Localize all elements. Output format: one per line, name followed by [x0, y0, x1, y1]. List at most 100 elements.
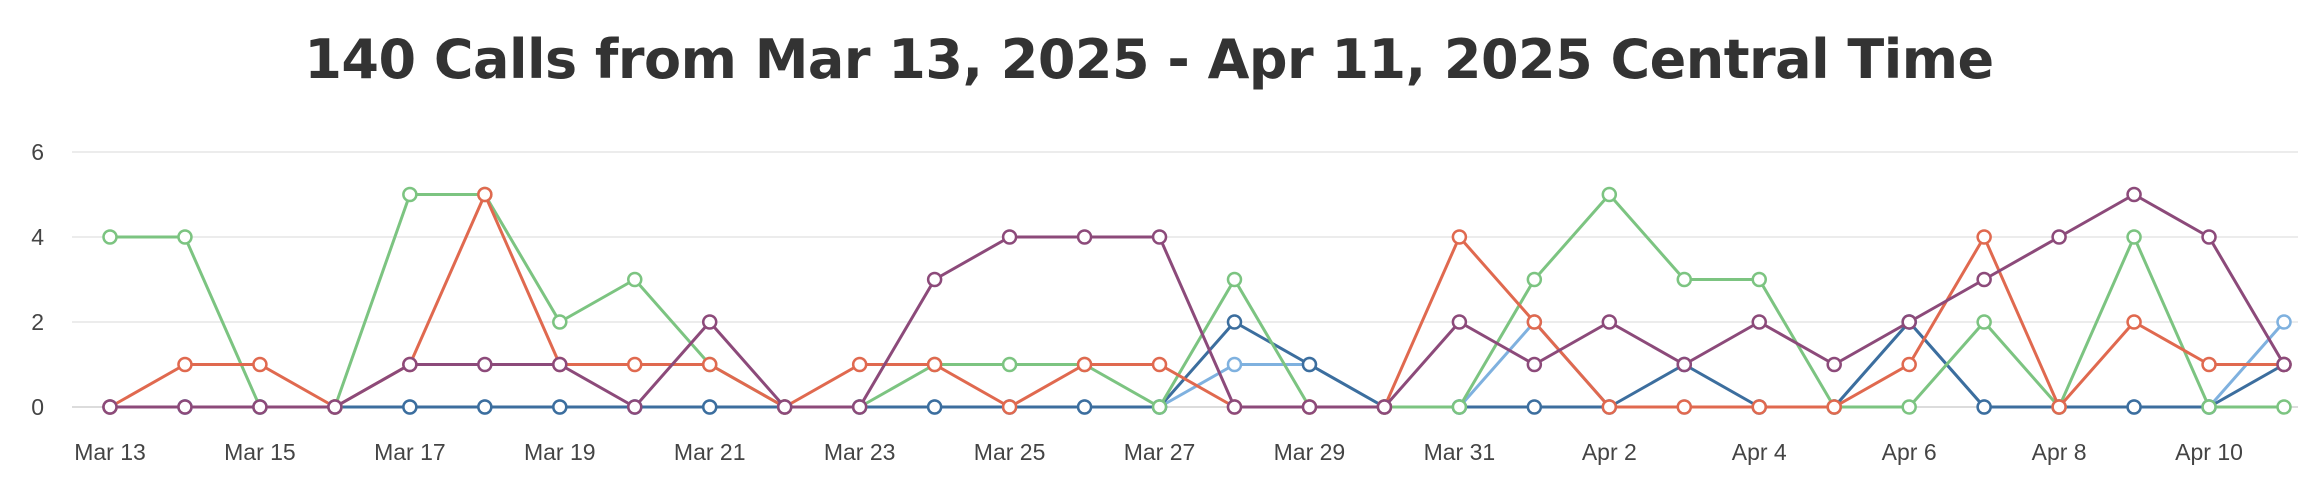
data-point[interactable] — [1526, 399, 1543, 415]
data-point[interactable] — [252, 356, 268, 373]
data-point[interactable] — [1901, 356, 1917, 373]
data-point[interactable] — [252, 399, 268, 415]
data-point[interactable] — [477, 186, 493, 203]
x-tick-label: Mar 29 — [1274, 439, 1346, 465]
data-point[interactable] — [1376, 399, 1393, 415]
data-point[interactable] — [327, 399, 343, 415]
data-point[interactable] — [1901, 399, 1917, 415]
x-tick-label: Mar 15 — [224, 439, 296, 465]
data-point[interactable] — [926, 356, 943, 373]
x-tick-label: Mar 21 — [674, 439, 746, 465]
data-point[interactable] — [102, 229, 118, 245]
y-tick-label: 6 — [31, 139, 44, 165]
data-point[interactable] — [1751, 399, 1767, 415]
data-point[interactable] — [1601, 314, 1618, 330]
data-point[interactable] — [552, 356, 568, 373]
data-point[interactable] — [627, 356, 643, 373]
data-point[interactable] — [1526, 314, 1543, 330]
data-point[interactable] — [851, 399, 868, 415]
data-point[interactable] — [177, 229, 193, 245]
data-point[interactable] — [2126, 399, 2142, 415]
data-point[interactable] — [1676, 356, 1693, 373]
data-point[interactable] — [627, 271, 643, 288]
data-point[interactable] — [1601, 186, 1618, 203]
data-point[interactable] — [1451, 229, 1468, 245]
data-point[interactable] — [1826, 399, 1842, 415]
data-point[interactable] — [102, 399, 118, 415]
x-axis: Mar 13 Mar 15 Mar 17 Mar 19 Mar 21 Mar 23 Mar … — [74, 439, 2243, 465]
data-point[interactable] — [2276, 399, 2292, 415]
data-point[interactable] — [1226, 356, 1243, 373]
data-point[interactable] — [1301, 356, 1318, 373]
data-point[interactable] — [1301, 399, 1318, 415]
data-point[interactable] — [1226, 271, 1243, 288]
series-line — [110, 193, 2286, 409]
data-point[interactable] — [851, 356, 868, 373]
data-point[interactable] — [701, 399, 718, 415]
data-point[interactable] — [2201, 399, 2217, 415]
x-tick-label: Mar 17 — [374, 439, 446, 465]
series — [102, 186, 2292, 415]
x-tick-label: Mar 23 — [824, 439, 896, 465]
data-point[interactable] — [477, 356, 493, 373]
data-point[interactable] — [2051, 399, 2067, 415]
data-point[interactable] — [1001, 229, 1018, 245]
data-point[interactable] — [1151, 356, 1168, 373]
data-point[interactable] — [2126, 229, 2142, 245]
data-point[interactable] — [2276, 356, 2292, 373]
data-point[interactable] — [1076, 229, 1093, 245]
data-point[interactable] — [1226, 314, 1243, 330]
data-point[interactable] — [402, 399, 418, 415]
data-point[interactable] — [926, 399, 943, 415]
data-point[interactable] — [2126, 314, 2142, 330]
data-point[interactable] — [402, 356, 418, 373]
data-point[interactable] — [1451, 314, 1468, 330]
data-point[interactable] — [402, 186, 418, 203]
data-point[interactable] — [1901, 314, 1917, 330]
x-tick-label: Apr 8 — [2032, 439, 2087, 465]
data-point[interactable] — [1151, 399, 1168, 415]
data-point[interactable] — [1976, 399, 1992, 415]
data-point[interactable] — [1451, 399, 1468, 415]
data-point[interactable] — [2276, 314, 2292, 330]
data-point[interactable] — [552, 399, 568, 415]
data-point[interactable] — [552, 314, 568, 330]
data-point[interactable] — [1226, 399, 1243, 415]
data-point[interactable] — [2201, 356, 2217, 373]
data-point[interactable] — [1076, 356, 1093, 373]
data-point[interactable] — [1976, 314, 1992, 330]
data-point[interactable] — [926, 271, 943, 288]
y-axis: 0 2 4 6 — [31, 139, 44, 420]
data-point[interactable] — [1526, 356, 1543, 373]
x-tick-label: Mar 19 — [524, 439, 596, 465]
data-point[interactable] — [1526, 271, 1543, 288]
data-point[interactable] — [2051, 229, 2067, 245]
data-point[interactable] — [1751, 271, 1767, 288]
data-point[interactable] — [1151, 229, 1168, 245]
x-tick-label: Apr 6 — [1882, 439, 1937, 465]
data-point[interactable] — [701, 356, 718, 373]
data-point[interactable] — [1751, 314, 1767, 330]
series-line-group — [102, 186, 2292, 415]
data-point[interactable] — [177, 356, 193, 373]
x-tick-label: Apr 2 — [1582, 439, 1637, 465]
data-point[interactable] — [1676, 271, 1693, 288]
data-point[interactable] — [1076, 399, 1093, 415]
data-point[interactable] — [1826, 356, 1842, 373]
data-point[interactable] — [1001, 399, 1018, 415]
data-point[interactable] — [1976, 229, 1992, 245]
data-point[interactable] — [1976, 271, 1992, 288]
data-point[interactable] — [627, 399, 643, 415]
data-point[interactable] — [701, 314, 718, 330]
data-point[interactable] — [776, 399, 793, 415]
data-point[interactable] — [1001, 356, 1018, 373]
data-point[interactable] — [2126, 186, 2142, 203]
data-point[interactable] — [477, 399, 493, 415]
data-point[interactable] — [1676, 399, 1693, 415]
data-point[interactable] — [177, 399, 193, 415]
x-tick-label: Apr 10 — [2175, 439, 2243, 465]
data-point[interactable] — [2201, 229, 2217, 245]
data-point[interactable] — [1601, 399, 1618, 415]
